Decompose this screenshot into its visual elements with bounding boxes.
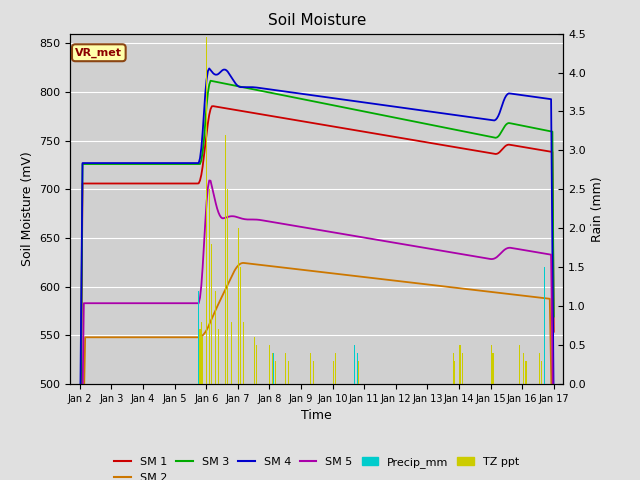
Bar — [227, 189, 228, 384]
Bar — [218, 329, 219, 384]
Bar — [462, 353, 463, 384]
Bar — [453, 353, 454, 384]
Bar — [211, 244, 212, 384]
Bar — [541, 360, 542, 384]
Bar — [519, 345, 520, 384]
Bar — [310, 353, 312, 384]
Bar — [525, 360, 527, 384]
Bar — [539, 353, 540, 384]
Bar — [215, 290, 216, 384]
Bar — [354, 345, 355, 384]
Bar — [523, 353, 524, 384]
Bar — [256, 345, 257, 384]
Bar — [206, 37, 207, 384]
Bar — [269, 345, 271, 384]
Bar — [313, 360, 314, 384]
Bar — [288, 360, 289, 384]
Bar — [198, 337, 199, 384]
Bar — [356, 353, 358, 384]
Y-axis label: Rain (mm): Rain (mm) — [591, 176, 604, 241]
Bar — [237, 228, 239, 384]
Legend: SM 1, SM 2, SM 3, SM 4, SM 5, Precip_mm, TZ ppt: SM 1, SM 2, SM 3, SM 4, SM 5, Precip_mm,… — [110, 453, 524, 480]
Text: VR_met: VR_met — [76, 48, 122, 58]
Y-axis label: Soil Moisture (mV): Soil Moisture (mV) — [21, 151, 34, 266]
Bar — [491, 345, 492, 384]
Bar — [231, 322, 232, 384]
Bar — [198, 290, 199, 384]
Bar — [202, 337, 203, 384]
Bar — [358, 360, 359, 384]
Bar — [201, 322, 202, 384]
Bar — [335, 353, 337, 384]
X-axis label: Time: Time — [301, 409, 332, 422]
Bar — [253, 337, 255, 384]
Bar — [243, 322, 244, 384]
Bar — [333, 360, 334, 384]
Bar — [285, 353, 286, 384]
Bar — [460, 345, 461, 384]
Bar — [544, 267, 545, 384]
Bar — [275, 360, 276, 384]
Bar — [209, 189, 210, 384]
Bar — [273, 353, 275, 384]
Bar — [454, 360, 455, 384]
Title: Soil Moisture: Soil Moisture — [268, 13, 366, 28]
Bar — [272, 353, 273, 384]
